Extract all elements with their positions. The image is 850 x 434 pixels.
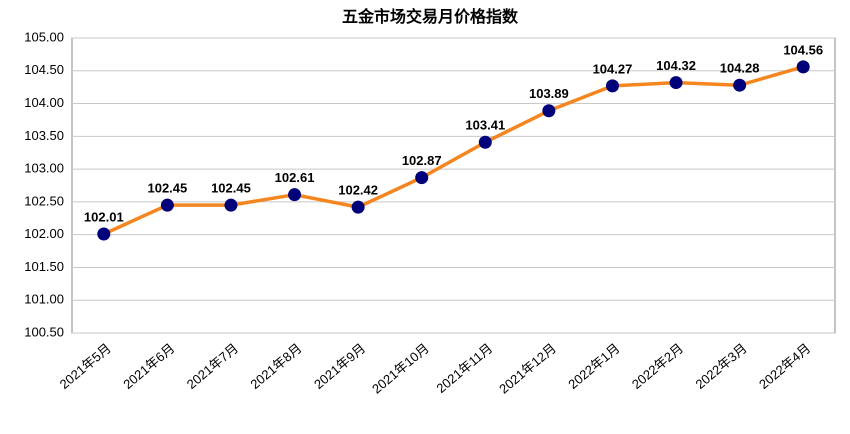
marker — [160, 198, 174, 212]
marker — [478, 135, 492, 149]
y-tick-label: 101.00 — [24, 292, 64, 307]
x-tick-label: 2021年7月 — [184, 340, 241, 391]
x-tick-label: 2021年6月 — [120, 340, 177, 391]
x-tick-label: 2021年11月 — [433, 340, 495, 395]
line — [103, 65, 804, 236]
data-label: 104.32 — [656, 58, 696, 73]
marker — [605, 79, 619, 93]
marker — [669, 76, 683, 90]
y-tick-label: 102.50 — [24, 193, 64, 208]
data-label: 102.45 — [147, 181, 187, 196]
x-tick-label: 2021年5月 — [57, 340, 114, 391]
marker — [796, 60, 810, 74]
data-label: 102.87 — [402, 153, 442, 168]
data-label: 103.89 — [529, 86, 569, 101]
marker — [415, 171, 429, 185]
data-label: 104.27 — [593, 61, 633, 76]
x-tick-label: 2022年3月 — [693, 340, 750, 391]
chart-title: 五金市场交易月价格指数 — [342, 7, 519, 26]
x-tick-label: 2022年1月 — [565, 340, 622, 391]
data-label: 103.41 — [465, 118, 505, 133]
y-tick-label: 105.00 — [24, 29, 64, 44]
data-label: 104.28 — [720, 61, 760, 76]
x-tick-label: 2021年10月 — [369, 340, 432, 396]
marker — [288, 188, 302, 202]
y-tick-label: 100.50 — [24, 324, 64, 339]
data-label: 102.61 — [275, 170, 315, 185]
data-label: 102.01 — [84, 209, 124, 224]
data-label: 102.42 — [338, 183, 378, 198]
x-tick-label: 2021年9月 — [311, 340, 368, 391]
x-tick-label: 2021年8月 — [247, 340, 304, 391]
y-tick-label: 103.00 — [24, 161, 64, 176]
y-tick-label: 101.50 — [24, 259, 64, 274]
x-tick-label: 2021年12月 — [496, 340, 559, 396]
y-tick-label: 104.00 — [24, 95, 64, 110]
x-tick-label: 2022年4月 — [756, 340, 813, 391]
y-tick-label: 102.00 — [24, 226, 64, 241]
marker — [542, 104, 556, 118]
marker — [351, 200, 365, 214]
marker — [733, 78, 747, 92]
y-tick-label: 104.50 — [24, 62, 64, 77]
data-label: 102.45 — [211, 181, 251, 196]
data-label: 104.56 — [783, 42, 823, 57]
y-tick-label: 103.50 — [24, 128, 64, 143]
marker — [97, 227, 111, 241]
marker — [224, 198, 238, 212]
x-tick-label: 2022年2月 — [629, 340, 686, 391]
